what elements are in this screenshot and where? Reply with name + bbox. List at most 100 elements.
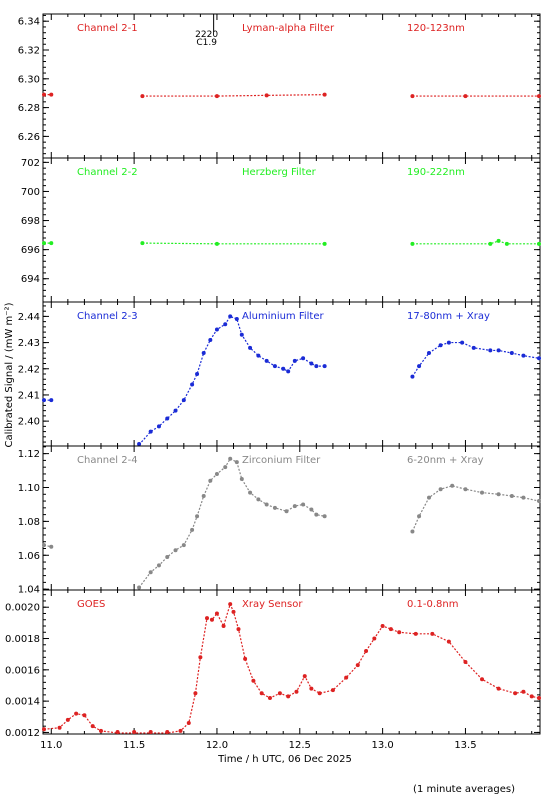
data-point [214, 611, 219, 616]
footnote: (1 minute averages) [413, 784, 515, 795]
y-tick-label: 1.06 [18, 551, 40, 562]
data-point [234, 460, 239, 465]
data-point [513, 691, 518, 696]
data-point [49, 92, 54, 97]
data-point [529, 694, 534, 699]
panel-4: 1.04 1.06 1.08 1.10 1.12 Channel 2-4 Zirconium… [18, 445, 541, 596]
data-point [309, 361, 314, 366]
panels-group: 6.26 6.28 6.30 6.32 6.34 Channel 2-1 Lyman-alp… [5, 13, 541, 739]
data-point [42, 241, 46, 246]
data-point [209, 617, 214, 622]
data-point [137, 442, 142, 446]
data-point [372, 636, 377, 641]
x-tick-label: 12.5 [289, 740, 311, 751]
channel-label: Channel 2-2 [77, 167, 138, 178]
data-point [248, 490, 253, 495]
data-point [322, 241, 327, 246]
data-point [537, 241, 541, 246]
panel-5: 0.0012 0.0014 0.0016 0.0018 0.0020 GOES Xray S… [5, 589, 541, 739]
data-point [537, 499, 541, 504]
filter-label: Lyman-alpha Filter [242, 23, 335, 34]
data-point [413, 631, 418, 636]
y-tick-label: 2.41 [18, 390, 40, 401]
data-point [132, 730, 137, 734]
y-tick-label: 2.43 [18, 338, 40, 349]
data-point [450, 483, 455, 488]
data-point [208, 337, 213, 342]
y-tick-label: 6.26 [18, 132, 40, 143]
x-tick-label: 11.5 [123, 740, 145, 751]
data-point [195, 514, 200, 519]
panel-frame [42, 589, 541, 735]
filter-label: Aluminium Filter [242, 311, 325, 322]
data-point [239, 477, 244, 482]
y-tick-label: 1.04 [18, 585, 40, 596]
data-point [178, 728, 183, 733]
series-segment [142, 242, 325, 245]
data-point [292, 358, 297, 363]
data-point [65, 717, 70, 722]
data-point [165, 554, 170, 559]
series-segment [411, 341, 540, 377]
data-point [463, 487, 468, 492]
x-axis-label: Time / h UTC, 06 Dec 2025 [217, 754, 352, 765]
y-tick-label: 1.12 [18, 449, 40, 460]
data-point [42, 398, 46, 403]
band-label: 6-20nm + Xray [407, 455, 484, 466]
data-point [251, 678, 256, 683]
flare-class-top: 2220 [195, 30, 218, 40]
x-tick-label: 13.5 [454, 740, 476, 751]
data-point [272, 364, 277, 369]
data-point [302, 674, 307, 679]
series-3 [42, 314, 541, 446]
data-point [410, 241, 415, 246]
y-axis-label: Calibrated Signal / (mW m⁻²) [4, 302, 15, 447]
data-point [463, 660, 468, 664]
data-point [264, 502, 269, 507]
data-point [49, 544, 54, 549]
data-point [201, 493, 206, 498]
data-point [140, 241, 145, 246]
data-point [148, 570, 153, 575]
data-point [537, 696, 541, 700]
data-point [286, 369, 291, 374]
data-point [410, 529, 415, 534]
data-point [223, 322, 228, 327]
panel-2: 694 696 698 700 702 Channel 2-2 Herzberg Filte… [21, 157, 541, 303]
data-point [314, 364, 319, 369]
data-point [309, 507, 314, 512]
series-5 [42, 602, 541, 734]
flare-class-bottom: C1.9 [196, 38, 217, 48]
data-point [214, 471, 219, 476]
data-point [410, 374, 415, 379]
data-point [380, 624, 385, 628]
panel-frame [42, 301, 541, 447]
series-1 [42, 92, 541, 99]
panel-frame [42, 13, 541, 159]
data-point [223, 465, 228, 470]
data-point [82, 713, 87, 718]
data-point [267, 696, 272, 700]
data-point [292, 504, 297, 509]
data-point [460, 340, 465, 345]
channel-label: Channel 2-1 [77, 23, 138, 34]
data-point [173, 408, 178, 413]
data-point [322, 92, 327, 97]
data-point [509, 493, 514, 498]
data-point [427, 495, 432, 500]
y-tick-label: 0.0014 [5, 697, 40, 708]
data-point [201, 351, 206, 356]
x-tick-labels: 11.0 11.5 12.0 12.5 13.0 13.5 [40, 740, 476, 751]
y-tick-label: 694 [21, 274, 40, 285]
data-point [430, 631, 435, 636]
data-point [281, 366, 286, 371]
series-segment [411, 485, 540, 532]
filter-label: Herzberg Filter [242, 167, 317, 178]
data-point [42, 727, 46, 732]
data-point [286, 694, 291, 699]
y-tick-label: 696 [21, 245, 40, 256]
data-point [90, 724, 95, 729]
panel-frame [42, 157, 541, 303]
data-point [57, 725, 62, 730]
